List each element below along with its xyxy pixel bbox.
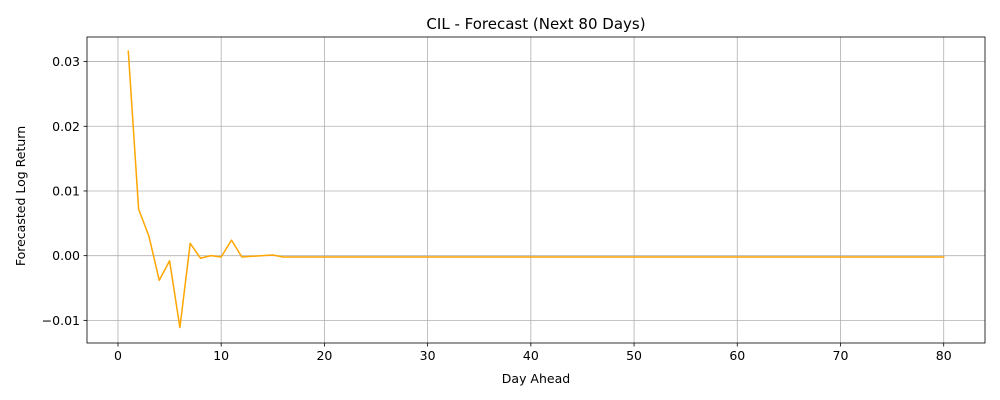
x-tick-label: 40 — [523, 348, 539, 363]
series-layer — [127, 50, 945, 329]
x-tick-label: 60 — [729, 348, 745, 363]
x-tick-label: 30 — [420, 348, 436, 363]
y-axis-title: Forecasted Log Return — [13, 126, 28, 266]
x-axis-title: Day Ahead — [502, 371, 570, 386]
x-tick-label: 80 — [936, 348, 952, 363]
forecast-series-line — [127, 50, 945, 329]
y-tick-label: 0.02 — [52, 119, 80, 134]
x-tick-label: 20 — [316, 348, 332, 363]
grid-lines — [87, 37, 985, 343]
x-tick-label: 50 — [626, 348, 642, 363]
y-tick-label: 0.00 — [52, 248, 80, 263]
x-axis-ticks: 0 10 20 30 40 50 60 70 80 — [114, 343, 952, 363]
plot-area-frame — [86, 36, 986, 344]
y-axis-ticks: −0.01 0.00 0.01 0.02 0.03 — [42, 54, 87, 328]
x-tick-label: 70 — [833, 348, 849, 363]
chart-title: CIL - Forecast (Next 80 Days) — [426, 15, 645, 33]
y-tick-label: 0.01 — [52, 183, 80, 198]
y-tick-label: −0.01 — [42, 313, 80, 328]
y-tick-label: 0.03 — [52, 54, 80, 69]
x-tick-label: 10 — [213, 348, 229, 363]
x-tick-label: 0 — [114, 348, 122, 363]
